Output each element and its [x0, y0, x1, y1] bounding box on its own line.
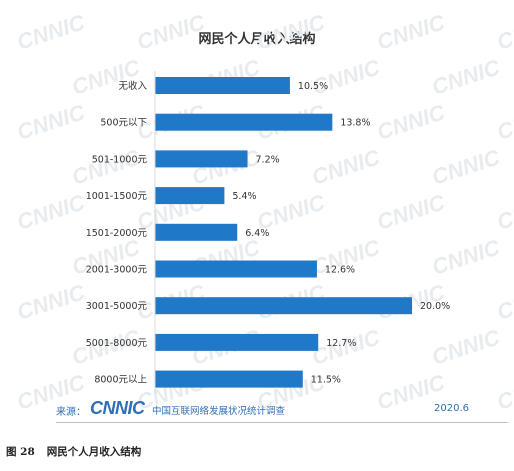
bar: [155, 77, 290, 94]
category-label: 501-1000元: [92, 154, 148, 165]
watermark-text: CNNIC: [309, 54, 384, 100]
figure-caption-text: 网民个人月收入结构: [46, 446, 142, 458]
data-label: 11.5%: [311, 375, 341, 386]
watermark-text: CNNIC: [374, 9, 449, 55]
watermark-text: CNNIC: [309, 144, 384, 190]
category-label: 1001-1500元: [86, 191, 148, 202]
watermark-text: CNNIC: [429, 144, 504, 190]
chart-panel: 网民个人月收入结构: [8, 6, 506, 430]
bar: [155, 113, 333, 131]
watermark-text: CNNIC: [429, 54, 504, 100]
bar: [155, 223, 238, 241]
footer-divider: [56, 422, 508, 423]
watermark-text: CNNIC: [374, 189, 449, 235]
watermark-text: CNNIC: [374, 99, 449, 145]
bar: [155, 260, 317, 278]
watermark-text: CNNIC: [69, 54, 144, 100]
bar: [155, 150, 248, 168]
watermark-text: CNNIC: [254, 9, 329, 55]
watermark-text: CNNIC: [14, 189, 89, 235]
watermark-text: CNNIC: [14, 99, 89, 145]
category-label: 8000元以上: [94, 375, 147, 386]
chart-title: 网民个人月收入结构: [198, 32, 316, 47]
watermark-text: CNNIC: [494, 9, 514, 55]
cnnic-logo: CNNIC: [90, 398, 145, 418]
data-label: 6.4%: [245, 228, 269, 239]
source-date: 2020.6: [434, 403, 469, 414]
bar: [155, 370, 303, 388]
watermark-text: CNNIC: [494, 189, 514, 235]
watermark-text: CNNIC: [134, 9, 209, 55]
figure-number: 图 28: [6, 446, 35, 458]
source-label: 来源：: [56, 407, 86, 418]
data-label: 12.6%: [325, 265, 355, 276]
category-label: 500元以下: [100, 118, 147, 129]
watermark-text: CNNIC: [494, 99, 514, 145]
watermark-text: CNNIC: [429, 324, 504, 370]
figure-caption: 图 28 网民个人月收入结构: [6, 444, 153, 459]
data-label: 12.7%: [326, 338, 356, 349]
source-org: 中国互联网络发展状况统计调查: [152, 406, 286, 417]
data-label: 13.8%: [340, 118, 370, 129]
watermark-text: CNNIC: [429, 234, 504, 280]
chart-footer: 来源： CNNIC 中国互联网络发展状况统计调查 2020.6: [0, 398, 514, 423]
watermark-text: CNNIC: [494, 279, 514, 325]
data-label: 20.0%: [420, 301, 450, 312]
category-label: 2001-3000元: [86, 265, 148, 276]
category-label: 1501-2000元: [86, 228, 148, 239]
watermark-text: CNNIC: [69, 144, 144, 190]
category-label: 5001-8000元: [86, 338, 148, 349]
watermark-text: CNNIC: [14, 9, 89, 55]
data-label: 10.5%: [298, 81, 328, 92]
data-label: 7.2%: [256, 154, 280, 165]
bar: [155, 297, 412, 315]
watermark-text: CNNIC: [14, 279, 89, 325]
bar: [155, 333, 319, 351]
data-label: 5.4%: [232, 191, 256, 202]
category-label: 无收入: [118, 80, 147, 92]
category-label: 3001-5000元: [86, 301, 148, 312]
bar: [155, 187, 225, 205]
